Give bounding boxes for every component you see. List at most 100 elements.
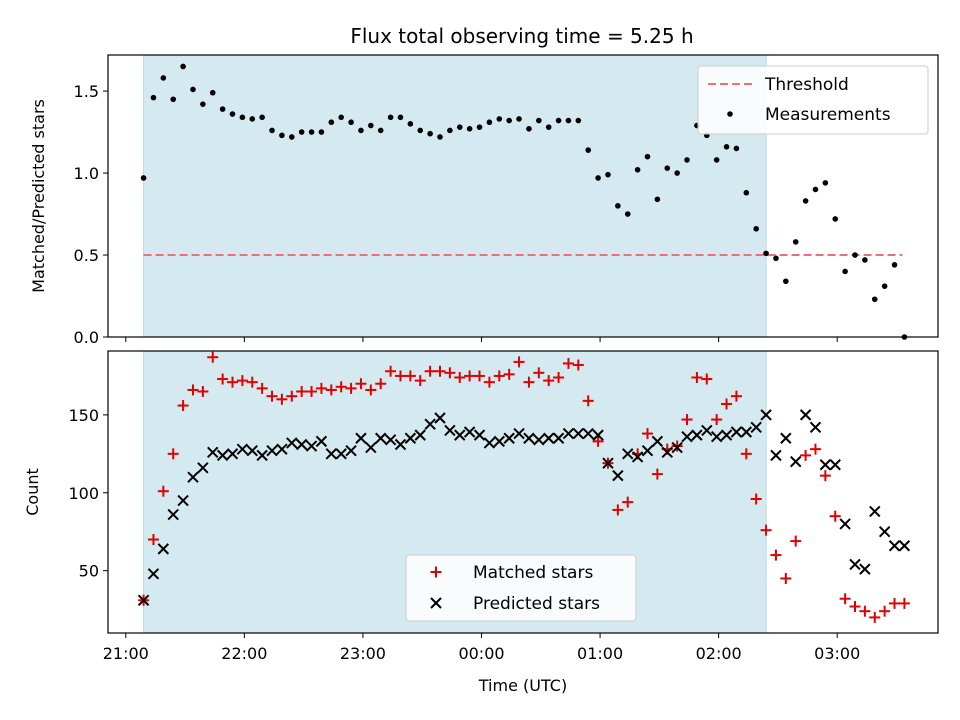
cross-b xyxy=(463,426,476,438)
matched-star-point xyxy=(790,535,802,547)
chart-title: Flux total observing time = 5.25 h xyxy=(350,24,693,48)
top-legend: Threshold Measurements xyxy=(697,65,929,135)
predicted-star-point xyxy=(266,445,278,457)
cross-b xyxy=(809,421,822,434)
cross-b xyxy=(829,459,841,471)
measurement-point xyxy=(496,116,503,122)
measurement-point xyxy=(862,257,868,263)
bottom-x-tick-label: 00:00 xyxy=(458,644,504,663)
measurement-point xyxy=(654,196,661,203)
measurement-point xyxy=(298,129,305,135)
predicted-star-point xyxy=(582,427,594,440)
measurement-point xyxy=(605,171,611,178)
bottom-y-axis-label: Count xyxy=(23,468,42,516)
predicted-star-point xyxy=(177,494,189,507)
matched-star-point xyxy=(227,376,238,388)
matched-stars-points xyxy=(138,351,910,623)
predicted-star-point xyxy=(730,426,743,438)
predicted-star-point xyxy=(493,435,505,448)
cross-b xyxy=(137,594,150,606)
cross-b xyxy=(454,429,466,441)
measurement-point xyxy=(812,186,819,193)
predicted-star-point xyxy=(641,445,654,457)
predicted-star-point xyxy=(137,594,150,606)
measurement-point xyxy=(526,125,532,132)
cross-b xyxy=(345,445,357,457)
matched-star-point xyxy=(819,470,831,482)
matched-star-point xyxy=(424,365,436,377)
bottom-x-tick-label: 21:00 xyxy=(103,644,149,663)
measurement-point xyxy=(259,114,265,121)
predicted-star-point xyxy=(463,426,476,438)
cross-b xyxy=(869,505,881,518)
matched-star-point xyxy=(246,376,258,388)
predicted-star-point xyxy=(187,471,199,483)
predicted-star-point xyxy=(276,443,288,455)
cross-b xyxy=(414,429,426,441)
bottom-y-tick-label: 50 xyxy=(79,562,99,581)
measurement-point xyxy=(200,101,206,107)
predicted-star-point xyxy=(671,441,683,454)
top-x-ticks xyxy=(125,337,838,342)
measurement-point xyxy=(190,86,196,93)
measurement-point xyxy=(773,255,779,262)
cross-b xyxy=(335,448,347,460)
predicted-star-point xyxy=(750,421,762,434)
matched-star-point xyxy=(345,382,357,394)
predicted-stars-points xyxy=(137,409,911,606)
measurement-point xyxy=(229,111,236,117)
matched-star-point xyxy=(365,384,377,396)
predicted-star-point xyxy=(888,540,901,552)
measurement-point xyxy=(427,130,433,137)
cross-b xyxy=(167,508,179,521)
measurement-point xyxy=(150,94,157,101)
top-legend-box xyxy=(697,65,929,135)
cross-b xyxy=(582,427,594,440)
cross-b xyxy=(849,558,861,571)
predicted-star-point xyxy=(167,508,179,521)
measurement-point xyxy=(377,127,384,134)
predicted-star-point xyxy=(295,438,308,451)
predicted-star-point xyxy=(809,421,822,434)
cross-b xyxy=(375,432,387,444)
matched-star-point xyxy=(889,597,901,609)
predicted-star-point xyxy=(404,432,417,444)
matched-star-point xyxy=(296,386,308,398)
cross-b xyxy=(394,438,407,451)
predicted-star-point xyxy=(562,427,575,440)
cross-b xyxy=(720,429,733,441)
cross-b xyxy=(444,424,456,437)
legend-measurements-label: Measurements xyxy=(765,105,891,125)
predicted-star-point xyxy=(859,563,871,575)
predicted-star-point xyxy=(740,426,753,438)
top-y-axis-label: Matched/Predicted stars xyxy=(29,99,48,293)
matched-star-point xyxy=(286,390,298,402)
matched-star-point xyxy=(207,351,219,363)
predicted-star-point xyxy=(483,437,496,449)
cross-b xyxy=(246,445,258,457)
measurement-point xyxy=(417,127,424,134)
predicted-star-point xyxy=(365,441,377,454)
measurement-point xyxy=(832,216,839,222)
matched-star-point xyxy=(859,605,871,617)
legend-measurements-swatch xyxy=(727,111,733,117)
cross-b xyxy=(384,434,397,446)
top-y-tick-label: 1.5 xyxy=(74,82,99,101)
measurement-point xyxy=(318,129,325,135)
top-y-tick-label: 0.5 xyxy=(74,246,99,265)
x-axis-label: Time (UTC) xyxy=(478,676,567,695)
predicted-star-point xyxy=(799,409,812,421)
measurement-point xyxy=(624,211,631,217)
matched-star-point xyxy=(375,378,387,390)
matched-star-point xyxy=(533,367,545,379)
matched-star-point xyxy=(474,370,486,382)
matched-star-point xyxy=(325,384,337,396)
bottom-y-tick-label: 100 xyxy=(68,484,99,503)
measurement-point xyxy=(140,175,147,181)
matched-star-point xyxy=(651,468,663,480)
matched-star-point xyxy=(256,382,268,394)
cross-b xyxy=(878,526,891,538)
cross-b xyxy=(750,421,762,434)
predicted-star-point xyxy=(384,434,397,446)
